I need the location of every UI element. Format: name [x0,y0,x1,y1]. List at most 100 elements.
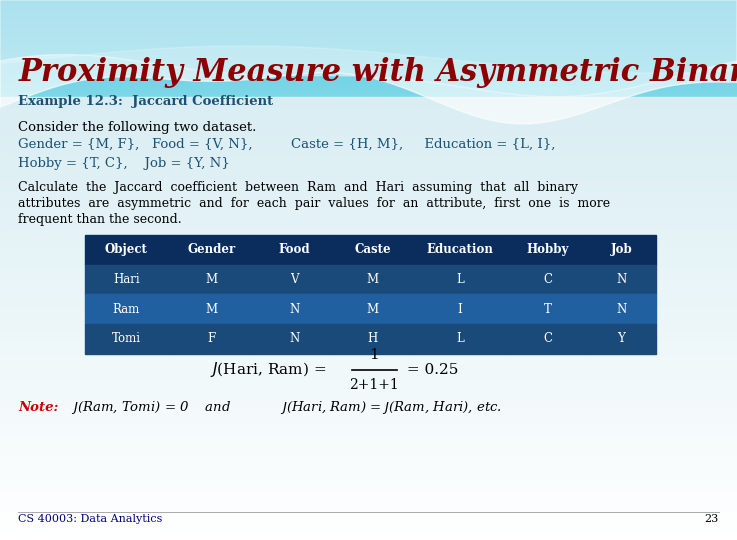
Bar [0,52,737,53]
Bar [0,57,737,58]
Bar [0,191,737,197]
Text: attributes  are  asymmetric  and  for  each  pair  values  for  an  attribute,  : attributes are asymmetric and for each p… [18,197,610,210]
Bar [0,258,737,263]
Text: Education: Education [427,243,494,256]
Text: M: M [366,273,379,286]
Text: N: N [289,302,299,316]
Bar [0,49,737,50]
Bar [0,440,737,446]
Bar [255,294,333,324]
Text: N: N [616,302,626,316]
Bar [0,390,737,396]
Text: F: F [207,332,215,346]
Bar [0,63,737,64]
Bar [0,2,737,4]
Bar [0,35,737,36]
Bar [0,68,737,69]
Bar [0,11,737,12]
Bar [0,77,737,78]
Bar [412,235,509,265]
Text: Note:: Note: [18,401,59,414]
Bar [0,202,737,208]
Bar [0,78,737,79]
Bar [0,55,737,56]
Text: H: H [368,332,378,346]
Bar [0,119,737,125]
Bar [0,1,737,2]
Bar [0,79,737,80]
Bar [0,368,737,374]
Bar [0,97,737,103]
Bar [0,402,737,407]
Bar [0,213,737,219]
Bar [0,39,737,40]
Bar [0,7,737,9]
Text: Job: Job [610,243,632,256]
Text: 1: 1 [369,348,380,362]
Bar [0,346,737,352]
Bar [0,44,737,45]
Bar [0,6,737,7]
Text: N: N [616,273,626,286]
Bar [0,208,737,213]
Bar [0,82,737,83]
Bar [0,407,737,413]
Bar [0,507,737,512]
Bar [0,18,737,19]
Bar [0,490,737,496]
Bar [0,103,737,108]
Text: Calculate  the  Jaccard  coefficient  between  Ram  and  Hari  assuming  that  a: Calculate the Jaccard coefficient betwee… [18,181,579,194]
Text: $\mathit{J}$(Hari, Ram) =: $\mathit{J}$(Hari, Ram) = [210,360,328,380]
Bar [0,95,737,96]
Bar [0,96,737,97]
Bar [0,468,737,474]
Bar [0,72,737,73]
Bar [333,235,412,265]
Bar [0,108,737,114]
Bar [0,93,737,95]
Bar [0,17,737,18]
Bar [0,21,737,22]
Bar [0,501,737,507]
Bar [0,60,737,62]
Text: Ram: Ram [113,302,140,316]
Bar [0,523,737,529]
Bar [412,324,509,354]
Bar [0,64,737,65]
Bar [0,285,737,291]
Bar [167,265,255,294]
Bar [0,70,737,72]
Bar [167,294,255,324]
Bar [0,24,737,25]
Text: Hari: Hari [113,273,139,286]
Bar [167,324,255,354]
Bar [0,89,737,90]
Bar [85,235,167,265]
Bar [0,59,737,60]
Bar [0,30,737,31]
Bar [0,9,737,10]
Bar [0,51,737,52]
Bar [0,91,737,92]
Bar [0,5,737,6]
Bar [0,302,737,307]
Bar [0,512,737,518]
Bar [167,235,255,265]
Bar [587,265,656,294]
Bar [0,62,737,63]
Text: Caste = {H, M},     Education = {L, I},: Caste = {H, M}, Education = {L, I}, [291,138,556,151]
Bar [0,413,737,418]
Bar [0,16,737,17]
Bar [0,219,737,225]
Bar [0,479,737,485]
Text: M: M [206,273,217,286]
Bar [412,294,509,324]
Bar [0,186,737,191]
Bar [0,42,737,43]
Bar [0,136,737,141]
Bar [0,380,737,385]
Bar [0,4,737,5]
Bar [0,84,737,85]
Bar [0,313,737,319]
Text: I: I [458,302,463,316]
